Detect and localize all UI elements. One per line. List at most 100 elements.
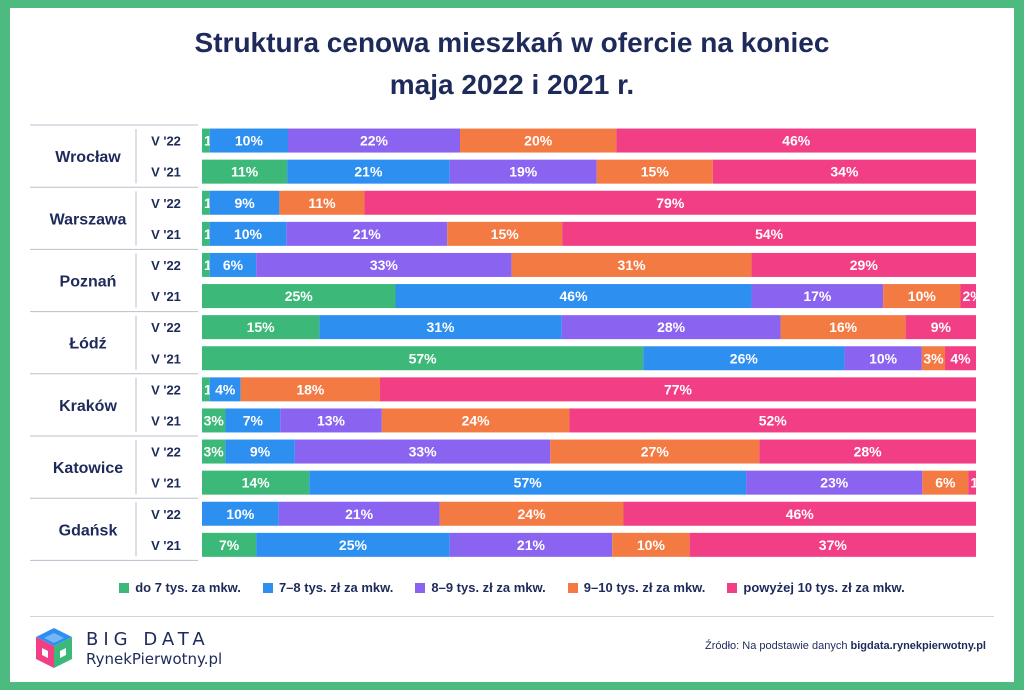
bar-data-label: 19% (509, 164, 538, 180)
bar-data-label: 21% (345, 506, 374, 522)
bar-segment (202, 532, 257, 557)
bar-segment (202, 377, 210, 402)
bar-data-label: 9% (250, 444, 271, 460)
row-label: V '21 (151, 289, 181, 304)
bar-segment (759, 439, 976, 464)
bar-segment (562, 221, 976, 246)
bar-data-label: 6% (223, 257, 244, 273)
bar-segment (256, 252, 512, 277)
bar-segment (202, 159, 288, 184)
bar-data-label: 11% (231, 164, 259, 180)
bar-segment (202, 252, 210, 277)
row-label: V '21 (151, 413, 181, 428)
bar-data-label: 52% (759, 412, 788, 428)
bar-segment (922, 470, 969, 495)
legend-swatch (567, 582, 578, 593)
bar-segment (280, 408, 382, 433)
city-label: Kraków (59, 398, 117, 415)
row-label: V '22 (151, 258, 181, 273)
bar-segment (612, 532, 690, 557)
bar-data-label: 37% (819, 537, 848, 553)
bar-segment (921, 346, 946, 371)
chart-title: Struktura cenowa mieszkań w ofercie na k… (0, 22, 1024, 106)
bar-segment (746, 470, 923, 495)
bar-segment (202, 470, 310, 495)
bar-segment (288, 128, 460, 153)
bar-data-label: 27% (641, 444, 670, 460)
bar-segment (780, 315, 906, 340)
chart-title-line-2: maja 2022 i 2021 r. (389, 69, 635, 100)
bar-segment (596, 159, 713, 184)
city-label: Poznań (60, 274, 117, 291)
bar-data-label: 7% (219, 537, 240, 553)
bar-data-label: 79% (656, 195, 685, 211)
bar-segment (616, 128, 976, 153)
bar-segment (712, 159, 976, 184)
bar-data-label: 3% (203, 444, 224, 460)
bar-segment (751, 252, 976, 277)
legend-item: powyżej 10 tys. zł za mkw. (727, 580, 905, 595)
bar-segment (643, 346, 845, 371)
bar-data-label: 24% (518, 506, 547, 522)
legend-label: 8–9 tys. zł za mkw. (431, 580, 546, 595)
bar-data-label: 4% (215, 381, 236, 397)
bar-data-label: 24% (462, 412, 491, 428)
bar-segment (209, 252, 257, 277)
bar-segment (286, 221, 448, 246)
bar-data-label: 4% (950, 350, 971, 366)
bar-data-label: 25% (339, 537, 368, 553)
bar-segment (550, 439, 760, 464)
bar-segment (309, 470, 747, 495)
row-label: V '22 (151, 382, 181, 397)
legend-label: powyżej 10 tys. zł za mkw. (743, 580, 905, 595)
logo-text-big-data: BIG DATA (86, 628, 210, 650)
city-label: Wrocław (55, 149, 121, 166)
bar-data-label: 46% (560, 288, 589, 304)
source-note: Źródło: Na podstawie danych bigdata.ryne… (705, 640, 986, 652)
bar-segment (209, 128, 288, 153)
legend-item: do 7 tys. za mkw. (119, 580, 241, 595)
bar-segment (844, 346, 922, 371)
bar-data-label: 46% (782, 133, 811, 149)
bar-segment (202, 315, 320, 340)
bar-segment (202, 128, 210, 153)
bar-data-label: 10% (908, 288, 937, 304)
bar-data-label: 15% (491, 226, 520, 242)
bar-data-label: 3% (204, 412, 225, 428)
legend-swatch (262, 582, 273, 593)
bar-segment (569, 408, 976, 433)
legend-label: 7–8 tys. zł za mkw. (278, 580, 394, 595)
bar-data-label: 28% (854, 444, 883, 460)
bar-data-label: 10% (869, 350, 898, 366)
row-label: V '21 (151, 538, 181, 553)
bar-segment (209, 221, 287, 246)
bar-segment (209, 377, 241, 402)
bar-data-label: 1% (970, 475, 991, 491)
bar-segment (209, 190, 280, 215)
footer-divider (30, 616, 994, 617)
bar-segment (287, 159, 450, 184)
row-label: V '21 (151, 165, 181, 180)
bar-segment (511, 252, 752, 277)
bar-segment (202, 408, 226, 433)
bar-segment (225, 408, 281, 433)
row-label: V '22 (151, 507, 181, 522)
row-label: V '22 (151, 445, 181, 460)
bar-segment (256, 532, 450, 557)
bar-segment (945, 346, 976, 371)
row-label: V '22 (151, 320, 181, 335)
bar-segment (751, 284, 884, 309)
bar-data-label: 77% (664, 381, 693, 397)
bar-data-label: 26% (730, 350, 759, 366)
city-label: Katowice (53, 460, 123, 477)
bar-segment (319, 315, 562, 340)
bar-data-label: 2% (963, 288, 984, 304)
row-label: V '22 (151, 196, 181, 211)
logo-text-site: RynekPierwotny.pl (86, 649, 223, 668)
brand-logo: BIG DATA RynekPierwotny.pl (32, 626, 222, 670)
legend-swatch (119, 582, 130, 593)
bar-segment (202, 439, 226, 464)
bar-segment (449, 159, 597, 184)
bar-segment (278, 501, 440, 526)
